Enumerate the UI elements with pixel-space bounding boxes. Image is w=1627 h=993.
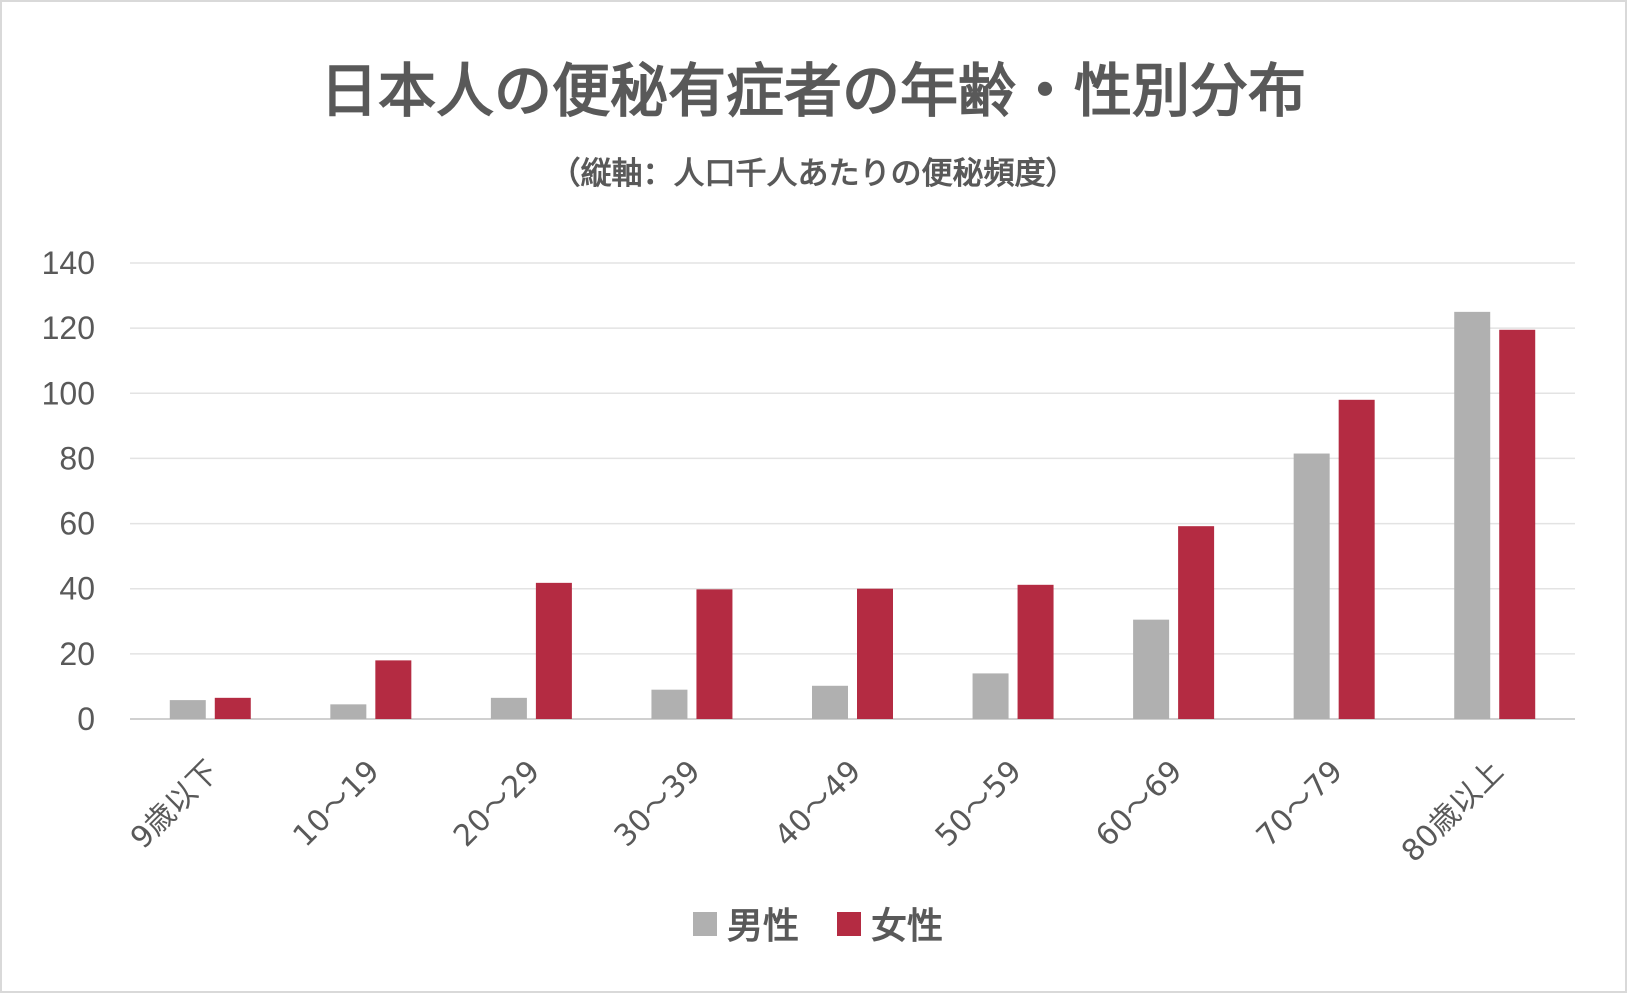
legend: 男性 女性 bbox=[693, 906, 943, 947]
bar-female-1 bbox=[375, 660, 412, 719]
x-tick-label-4: 40〜49 bbox=[768, 754, 868, 854]
bar-male-4 bbox=[812, 685, 848, 719]
y-tick-label-60: 60 bbox=[59, 506, 95, 542]
x-tick-label-8: 80歳以上 bbox=[1395, 754, 1510, 869]
y-tick-label-0: 0 bbox=[77, 701, 95, 737]
bar-female-2 bbox=[535, 582, 572, 719]
y-tick-label-20: 20 bbox=[59, 636, 95, 672]
legend-swatch-male bbox=[693, 912, 717, 936]
x-tick-label-7: 70〜79 bbox=[1250, 754, 1350, 854]
bar-male-2 bbox=[490, 697, 527, 719]
x-axis-ticks: 9歳以下 10〜19 20〜29 30〜39 40〜49 50〜59 60〜69 70〜79 8… bbox=[124, 754, 1510, 869]
x-tick-label-1: 10〜19 bbox=[287, 754, 387, 854]
bars bbox=[169, 311, 1536, 719]
legend-swatch-female bbox=[837, 912, 861, 936]
legend-label-male: 男性 bbox=[727, 906, 799, 947]
bar-male-7 bbox=[1293, 453, 1330, 719]
gridlines bbox=[130, 262, 1575, 720]
bar-female-0 bbox=[214, 697, 251, 719]
x-tick-label-0: 9歳以下 bbox=[124, 754, 226, 856]
chart-title: 日本人の便秘有症者の年齢・性別分布 bbox=[320, 57, 1306, 125]
bar-male-5 bbox=[972, 673, 1009, 719]
legend-label-female: 女性 bbox=[871, 906, 943, 947]
bar-male-6 bbox=[1133, 619, 1170, 719]
y-tick-label-140: 140 bbox=[42, 245, 95, 281]
x-tick-label-5: 50〜59 bbox=[929, 754, 1029, 854]
bar-female-4 bbox=[857, 588, 893, 719]
y-tick-label-120: 120 bbox=[42, 310, 95, 346]
bar-female-5 bbox=[1017, 584, 1054, 719]
x-tick-label-6: 60〜69 bbox=[1089, 754, 1189, 854]
y-axis-ticks: 0 20 40 60 80 100 120 140 bbox=[42, 245, 95, 737]
y-tick-label-100: 100 bbox=[42, 375, 95, 411]
bar-male-0 bbox=[169, 700, 206, 719]
y-tick-label-40: 40 bbox=[59, 571, 95, 607]
bar-male-3 bbox=[651, 689, 688, 719]
bar-male-8 bbox=[1454, 311, 1491, 719]
bar-female-6 bbox=[1178, 526, 1215, 719]
x-tick-label-2: 20〜29 bbox=[447, 754, 547, 854]
bar-female-7 bbox=[1338, 399, 1375, 719]
bar-female-3 bbox=[696, 589, 733, 719]
chart-subtitle: （縦軸：人口千人あたりの便秘頻度） bbox=[550, 156, 1077, 192]
x-tick-label-3: 30〜39 bbox=[608, 754, 708, 854]
y-tick-label-80: 80 bbox=[59, 440, 95, 476]
bar-male-1 bbox=[330, 704, 367, 719]
bar-female-8 bbox=[1499, 329, 1536, 719]
